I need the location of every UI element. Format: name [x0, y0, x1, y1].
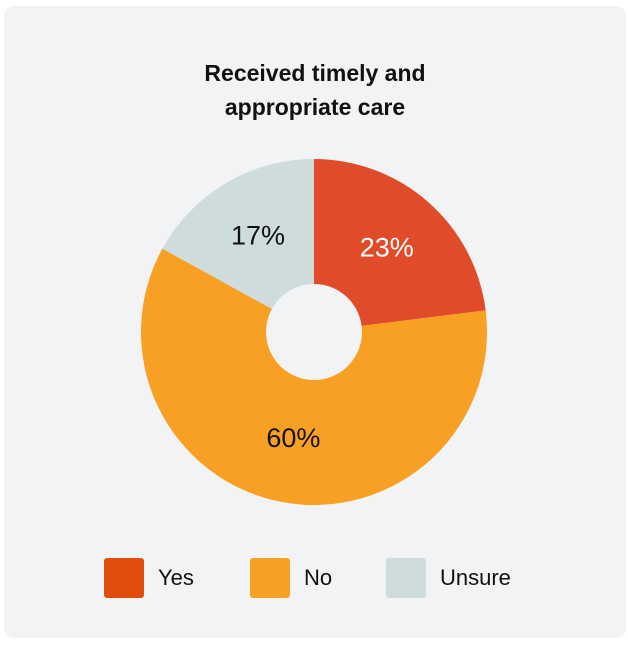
legend-label-yes: Yes [158, 565, 194, 590]
legend-swatch-no [250, 558, 290, 598]
legend-item-unsure: Unsure [386, 556, 511, 600]
slice-label-no: 60% [266, 423, 320, 453]
legend-label-no: No [304, 565, 333, 590]
chart-title-line-2: appropriate care [224, 94, 406, 120]
legend-item-yes: Yes [104, 556, 194, 600]
slice-labels: 23% 60% 17% [231, 220, 414, 453]
slice-yes [314, 159, 486, 332]
donut-hole [266, 284, 362, 380]
chart-legend: Yes No Unsure [0, 556, 628, 600]
legend-label-unsure: Unsure [440, 565, 511, 590]
legend-swatch-yes [104, 558, 144, 598]
legend-item-no: No [250, 556, 332, 600]
slice-label-yes: 23% [360, 233, 414, 263]
legend-swatch-unsure [386, 558, 426, 598]
slice-unsure [162, 159, 314, 332]
slice-label-unsure: 17% [231, 220, 285, 250]
chart-title-line-1: Received timely and [204, 60, 426, 86]
